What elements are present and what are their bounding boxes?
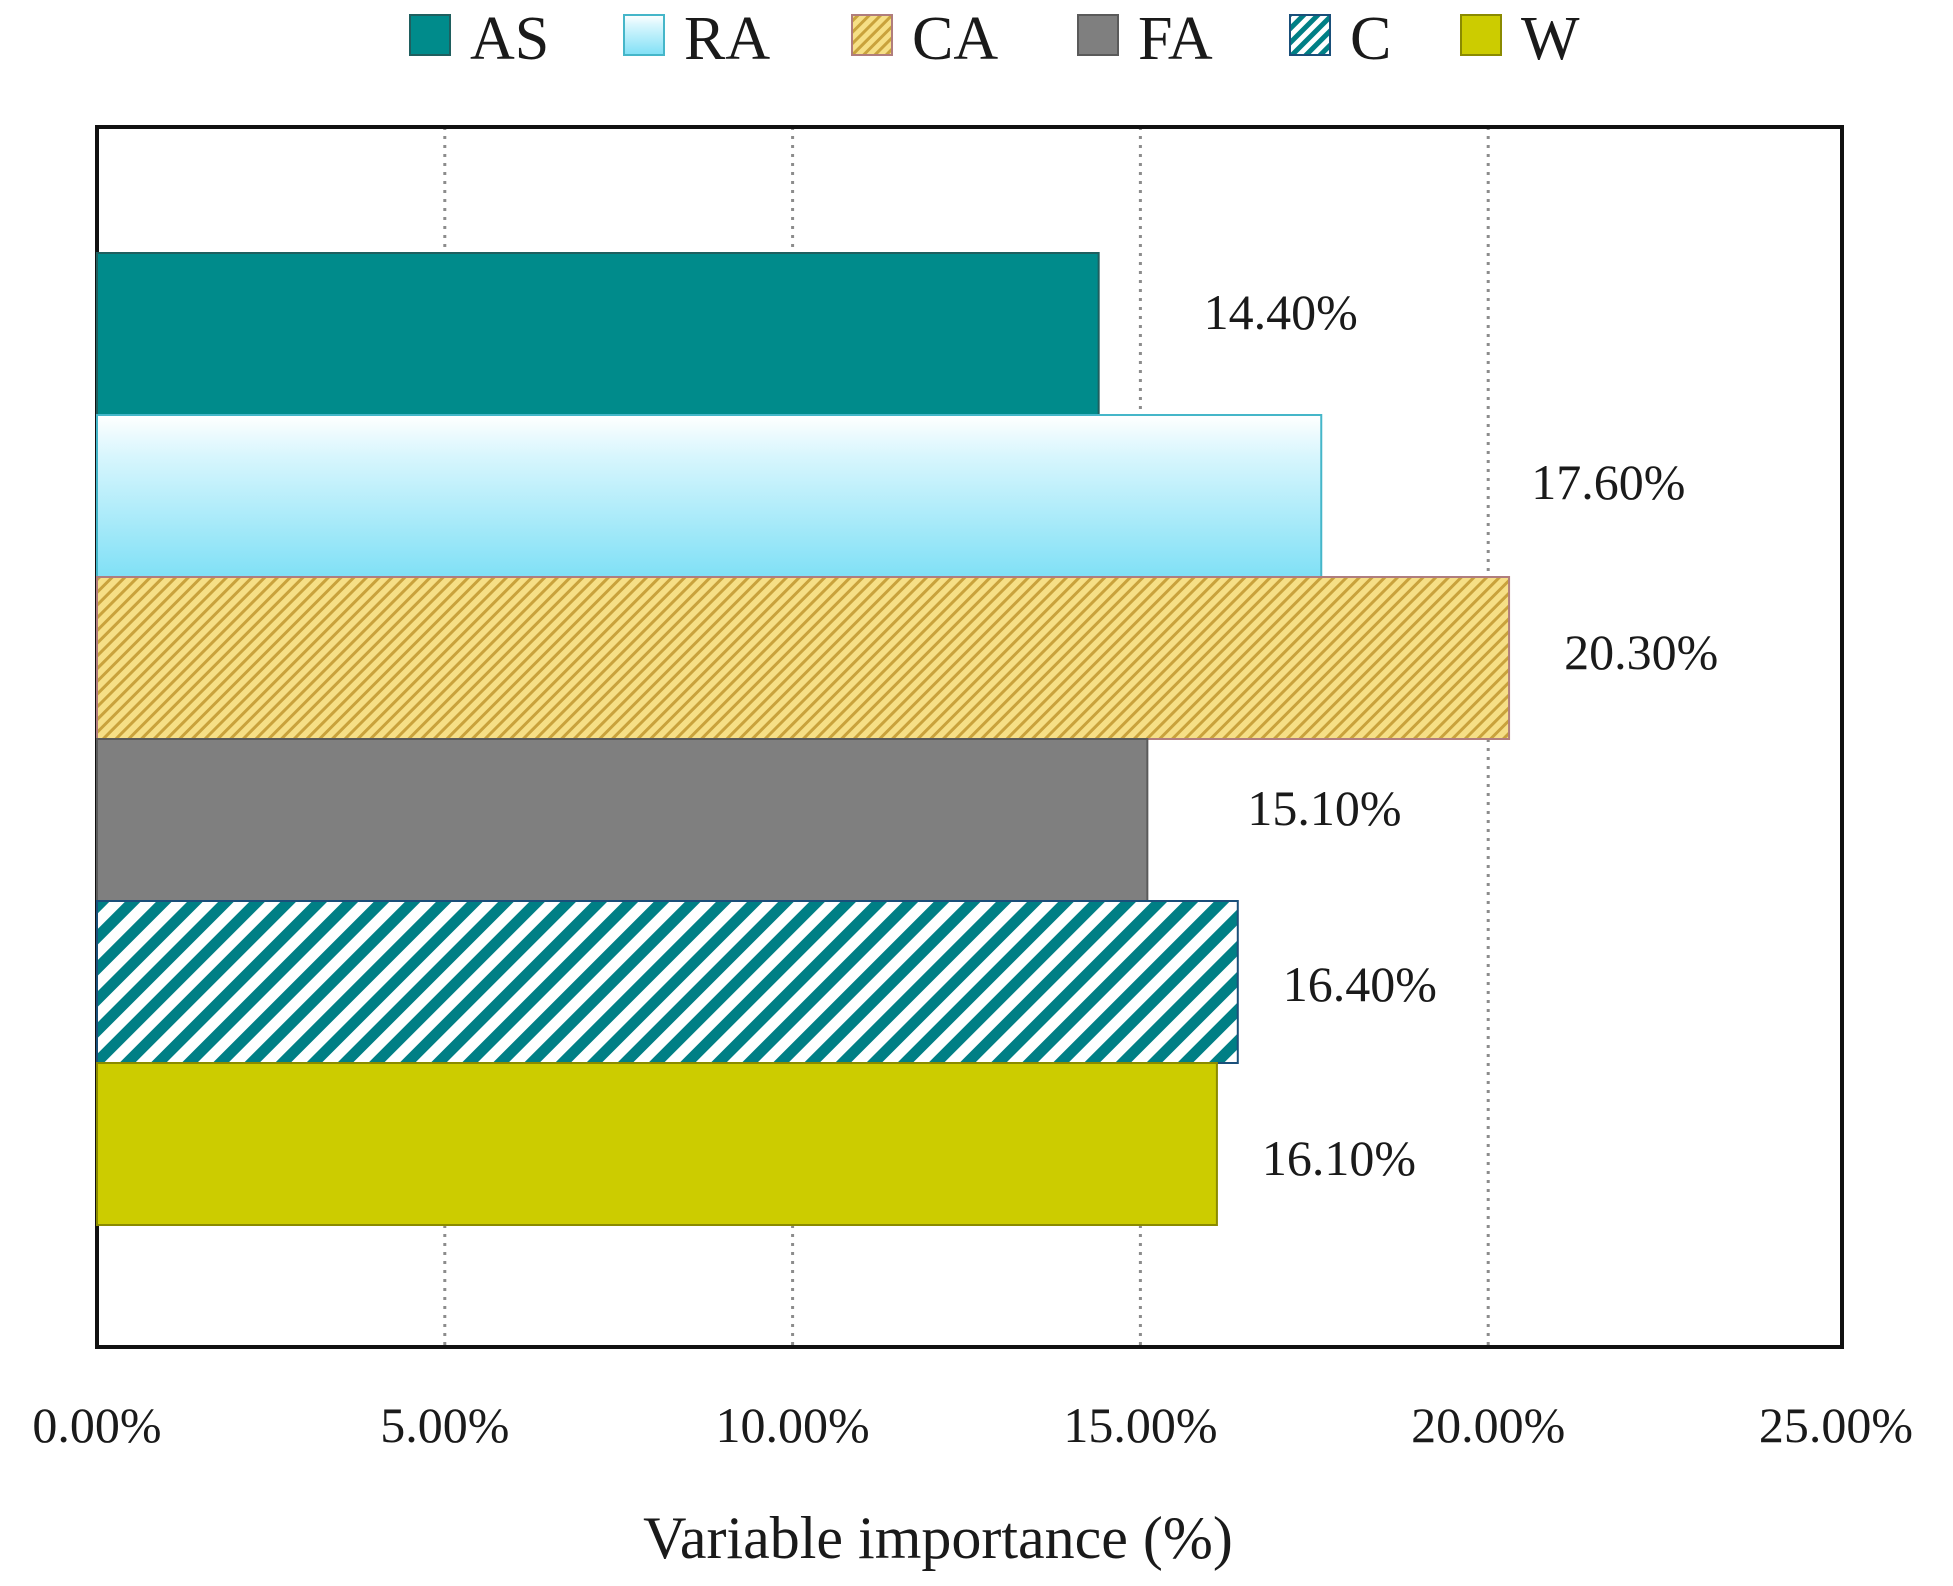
bar-w: [97, 1063, 1217, 1225]
data-label-ca: 20.30%: [1564, 624, 1718, 680]
legend-label-ca: CA: [912, 5, 998, 73]
bar-as: [97, 253, 1099, 415]
legend-swatch-ra: [624, 15, 664, 55]
data-label-fa: 15.10%: [1247, 780, 1401, 836]
x-tick-label-3: 15.00%: [1063, 1397, 1217, 1453]
legend-label-as: AS: [470, 5, 549, 73]
data-label-as: 14.40%: [1204, 284, 1358, 340]
x-tick-label-4: 20.00%: [1411, 1397, 1565, 1453]
x-axis-tick-labels: 0.00% 5.00% 10.00% 15.00% 20.00% 25.00%: [32, 1397, 1913, 1453]
legend-swatch-as: [410, 15, 450, 55]
legend-swatch-fa: [1078, 15, 1118, 55]
x-tick-label-0: 0.00%: [32, 1397, 161, 1453]
bar-ra: [97, 415, 1321, 577]
x-tick-label-5: 25.00%: [1759, 1397, 1913, 1453]
legend-label-c: C: [1350, 5, 1391, 73]
legend-label-ra: RA: [684, 5, 770, 73]
legend-label-fa: FA: [1138, 5, 1213, 73]
data-label-ra: 17.60%: [1531, 454, 1685, 510]
bar-c: [97, 901, 1238, 1063]
bars: [97, 253, 1509, 1225]
data-label-c: 16.40%: [1283, 956, 1437, 1012]
bar-fa: [97, 739, 1147, 901]
legend: AS RA CA FA C W: [410, 5, 1580, 73]
legend-swatch-ca: [852, 15, 892, 55]
legend-swatch-c: [1290, 15, 1330, 55]
x-axis-title: Variable importance (%): [643, 1505, 1233, 1571]
variable-importance-chart: AS RA CA FA C W 14.40% 17.60% 20.30% 15.10% 16.40…: [0, 0, 1953, 1586]
bar-ca: [97, 577, 1509, 739]
legend-swatch-w: [1461, 15, 1501, 55]
x-tick-label-1: 5.00%: [380, 1397, 509, 1453]
x-tick-label-2: 10.00%: [716, 1397, 870, 1453]
legend-label-w: W: [1521, 5, 1580, 73]
data-label-w: 16.10%: [1262, 1130, 1416, 1186]
